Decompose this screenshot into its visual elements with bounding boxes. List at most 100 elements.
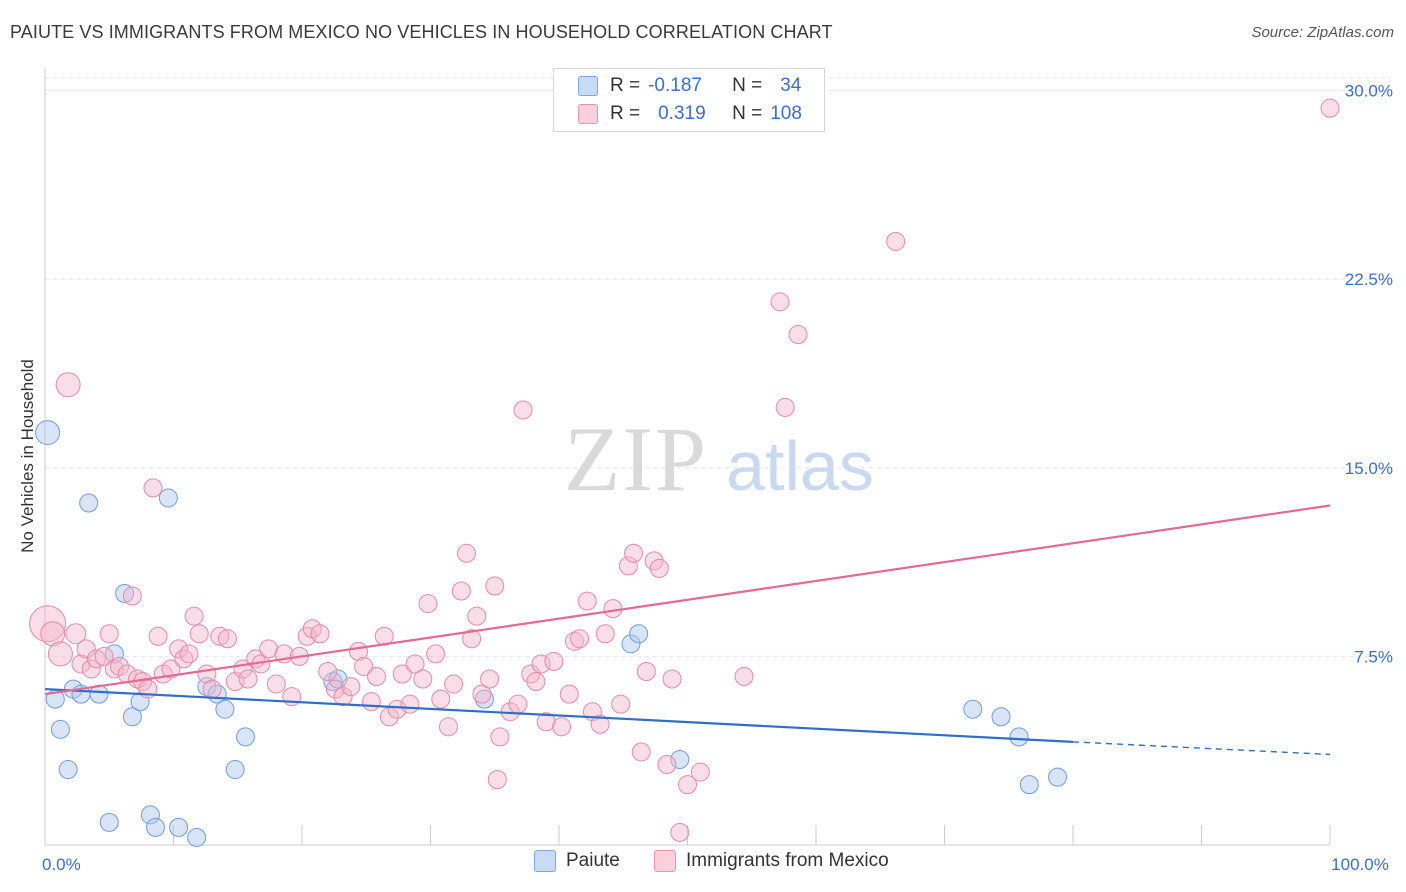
series-label-mexico: Immigrants from Mexico	[686, 850, 889, 871]
paiute-point	[621, 634, 641, 654]
paiute-point	[140, 805, 160, 825]
y-tick-label: 22.5%	[1345, 270, 1393, 289]
mexico-point	[490, 727, 510, 747]
mexico-point	[81, 659, 101, 679]
trend-lines	[44, 504, 1331, 756]
series-label-paiute: Paiute	[566, 850, 620, 871]
paiute-point	[79, 493, 99, 513]
mexico-point	[426, 644, 446, 664]
mexico-point	[104, 659, 124, 679]
mexico-point	[266, 674, 286, 694]
mexico-point	[788, 325, 808, 345]
mexico-point	[148, 626, 168, 646]
paiute-trend-line	[44, 687, 1074, 743]
mexico-point	[310, 624, 330, 644]
axes	[44, 68, 1331, 846]
mexico-point	[487, 770, 507, 790]
mexico-point	[618, 556, 638, 576]
data-points	[29, 98, 1340, 847]
tick-labels: 7.5% 15.0% 22.5% 30.0% 0.0% 100.0%	[42, 82, 1393, 874]
mexico-point	[662, 669, 682, 689]
legend-r-value: 0.319	[658, 103, 706, 124]
legend-n-label: N =	[732, 75, 763, 96]
paiute-point	[115, 584, 135, 604]
mexico-point	[590, 714, 610, 734]
legend-row-paiute: R = -0.187 N = 34	[578, 73, 801, 99]
mexico-point	[400, 694, 420, 714]
mexico-point	[405, 654, 425, 674]
mexico-point	[657, 755, 677, 775]
mexico-point	[513, 400, 533, 420]
paiute-point	[963, 699, 983, 719]
mexico-point	[40, 621, 66, 647]
mexico-point	[259, 639, 279, 659]
mexico-point	[361, 692, 381, 712]
mexico-point	[325, 679, 345, 699]
paiute-point	[225, 760, 245, 780]
mexico-point	[775, 397, 795, 417]
legend-n-value: 108	[770, 103, 802, 124]
mexico-point	[456, 543, 476, 563]
paiute-point	[58, 760, 78, 780]
mexico-point	[418, 594, 438, 614]
paiute-point	[50, 719, 70, 739]
grid-lines	[45, 77, 1390, 657]
paiute-point	[323, 672, 343, 692]
mexico-point	[438, 717, 458, 737]
chart-title: PAIUTE VS IMMIGRANTS FROM MEXICO NO VEHI…	[10, 22, 833, 42]
x-tick-label: 0.0%	[42, 855, 81, 874]
paiute-trend-extension	[1072, 741, 1331, 756]
mexico-point	[189, 624, 209, 644]
series-swatch-mexico	[654, 850, 676, 872]
paiute-point	[474, 689, 494, 709]
paiute-point	[991, 707, 1011, 727]
mexico-point	[536, 712, 556, 732]
series-legend: Paiute Immigrants from Mexico	[0, 850, 1406, 878]
mexico-point	[595, 624, 615, 644]
mexico-point	[387, 699, 407, 719]
mexico-point	[169, 639, 189, 659]
paiute-point	[1048, 767, 1068, 787]
legend-swatch-mexico	[578, 104, 598, 124]
mexico-point	[577, 591, 597, 611]
mexico-point	[318, 661, 338, 681]
y-tick-label: 7.5%	[1354, 647, 1393, 666]
mexico-point	[670, 822, 690, 842]
mexico-point	[71, 654, 91, 674]
mexico-point	[65, 623, 87, 645]
mexico-point	[603, 599, 623, 619]
mexico-point	[210, 626, 230, 646]
paiute-point	[122, 707, 142, 727]
mexico-point	[472, 684, 492, 704]
mexico-point	[184, 606, 204, 626]
mexico-point	[202, 679, 222, 699]
watermark-zip: ZIP	[564, 408, 708, 510]
mexico-point	[110, 656, 130, 676]
legend-n-label: N =	[732, 103, 763, 124]
mexico-point	[161, 659, 181, 679]
paiute-point	[1019, 775, 1039, 795]
mexico-point	[636, 661, 656, 681]
mexico-point	[559, 684, 579, 704]
source-label: Source: ZipAtlas.com	[1251, 24, 1394, 41]
mexico-point	[413, 669, 433, 689]
mexico-point	[217, 629, 237, 649]
mexico-point	[86, 649, 106, 669]
mexico-point	[341, 677, 361, 697]
mexico-point	[734, 667, 754, 687]
mexico-point	[122, 586, 142, 606]
mexico-point	[544, 651, 564, 671]
mexico-point	[467, 606, 487, 626]
paiute-point	[99, 812, 119, 832]
series-legend-mexico[interactable]: Immigrants from Mexico	[654, 850, 889, 872]
mexico-point	[143, 478, 163, 498]
series-legend-paiute[interactable]: Paiute	[534, 850, 620, 872]
mexico-point	[649, 558, 669, 578]
mexico-point	[690, 762, 710, 782]
legend-r-label: R =	[610, 103, 641, 124]
mexico-point	[55, 372, 81, 398]
paiute-point	[629, 624, 649, 644]
mexico-point	[480, 669, 500, 689]
mexico-point	[462, 629, 482, 649]
